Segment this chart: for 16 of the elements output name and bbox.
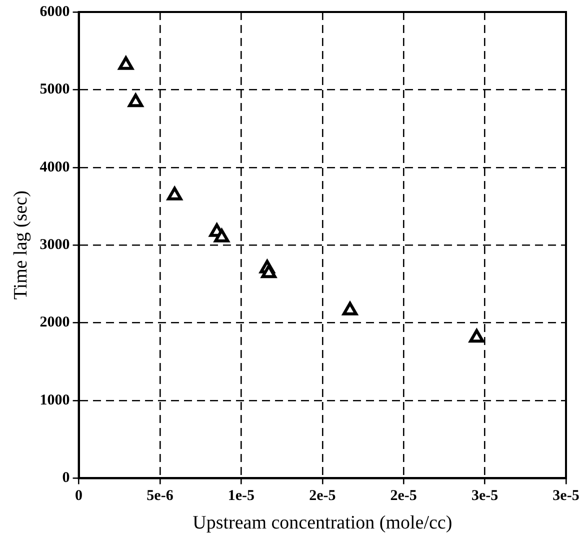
x-tick-label: 5e-6: [146, 488, 174, 504]
x-tick-label: 1e-5: [228, 488, 255, 504]
y-tick-label: 3000: [40, 236, 70, 253]
x-tick-label: 3e-5: [552, 488, 580, 504]
y-tick-label: 4000: [40, 159, 70, 176]
y-tick-label: 5000: [40, 82, 70, 98]
x-axis-title: Upstream concentration (mole/cc): [192, 512, 452, 534]
x-tick-label: 3e-5: [471, 488, 498, 504]
y-tick-label: 0: [62, 470, 70, 486]
y-tick-label: 6000: [40, 4, 70, 20]
y-tick-label: 2000: [40, 314, 70, 331]
y-tick-label: 1000: [40, 392, 70, 408]
x-tick-label: 2e-5: [390, 488, 417, 504]
x-tick-label: 2e-5: [309, 488, 336, 504]
y-axis-title: Time lag (sec): [10, 190, 32, 300]
x-tick-label: 0: [75, 488, 83, 504]
